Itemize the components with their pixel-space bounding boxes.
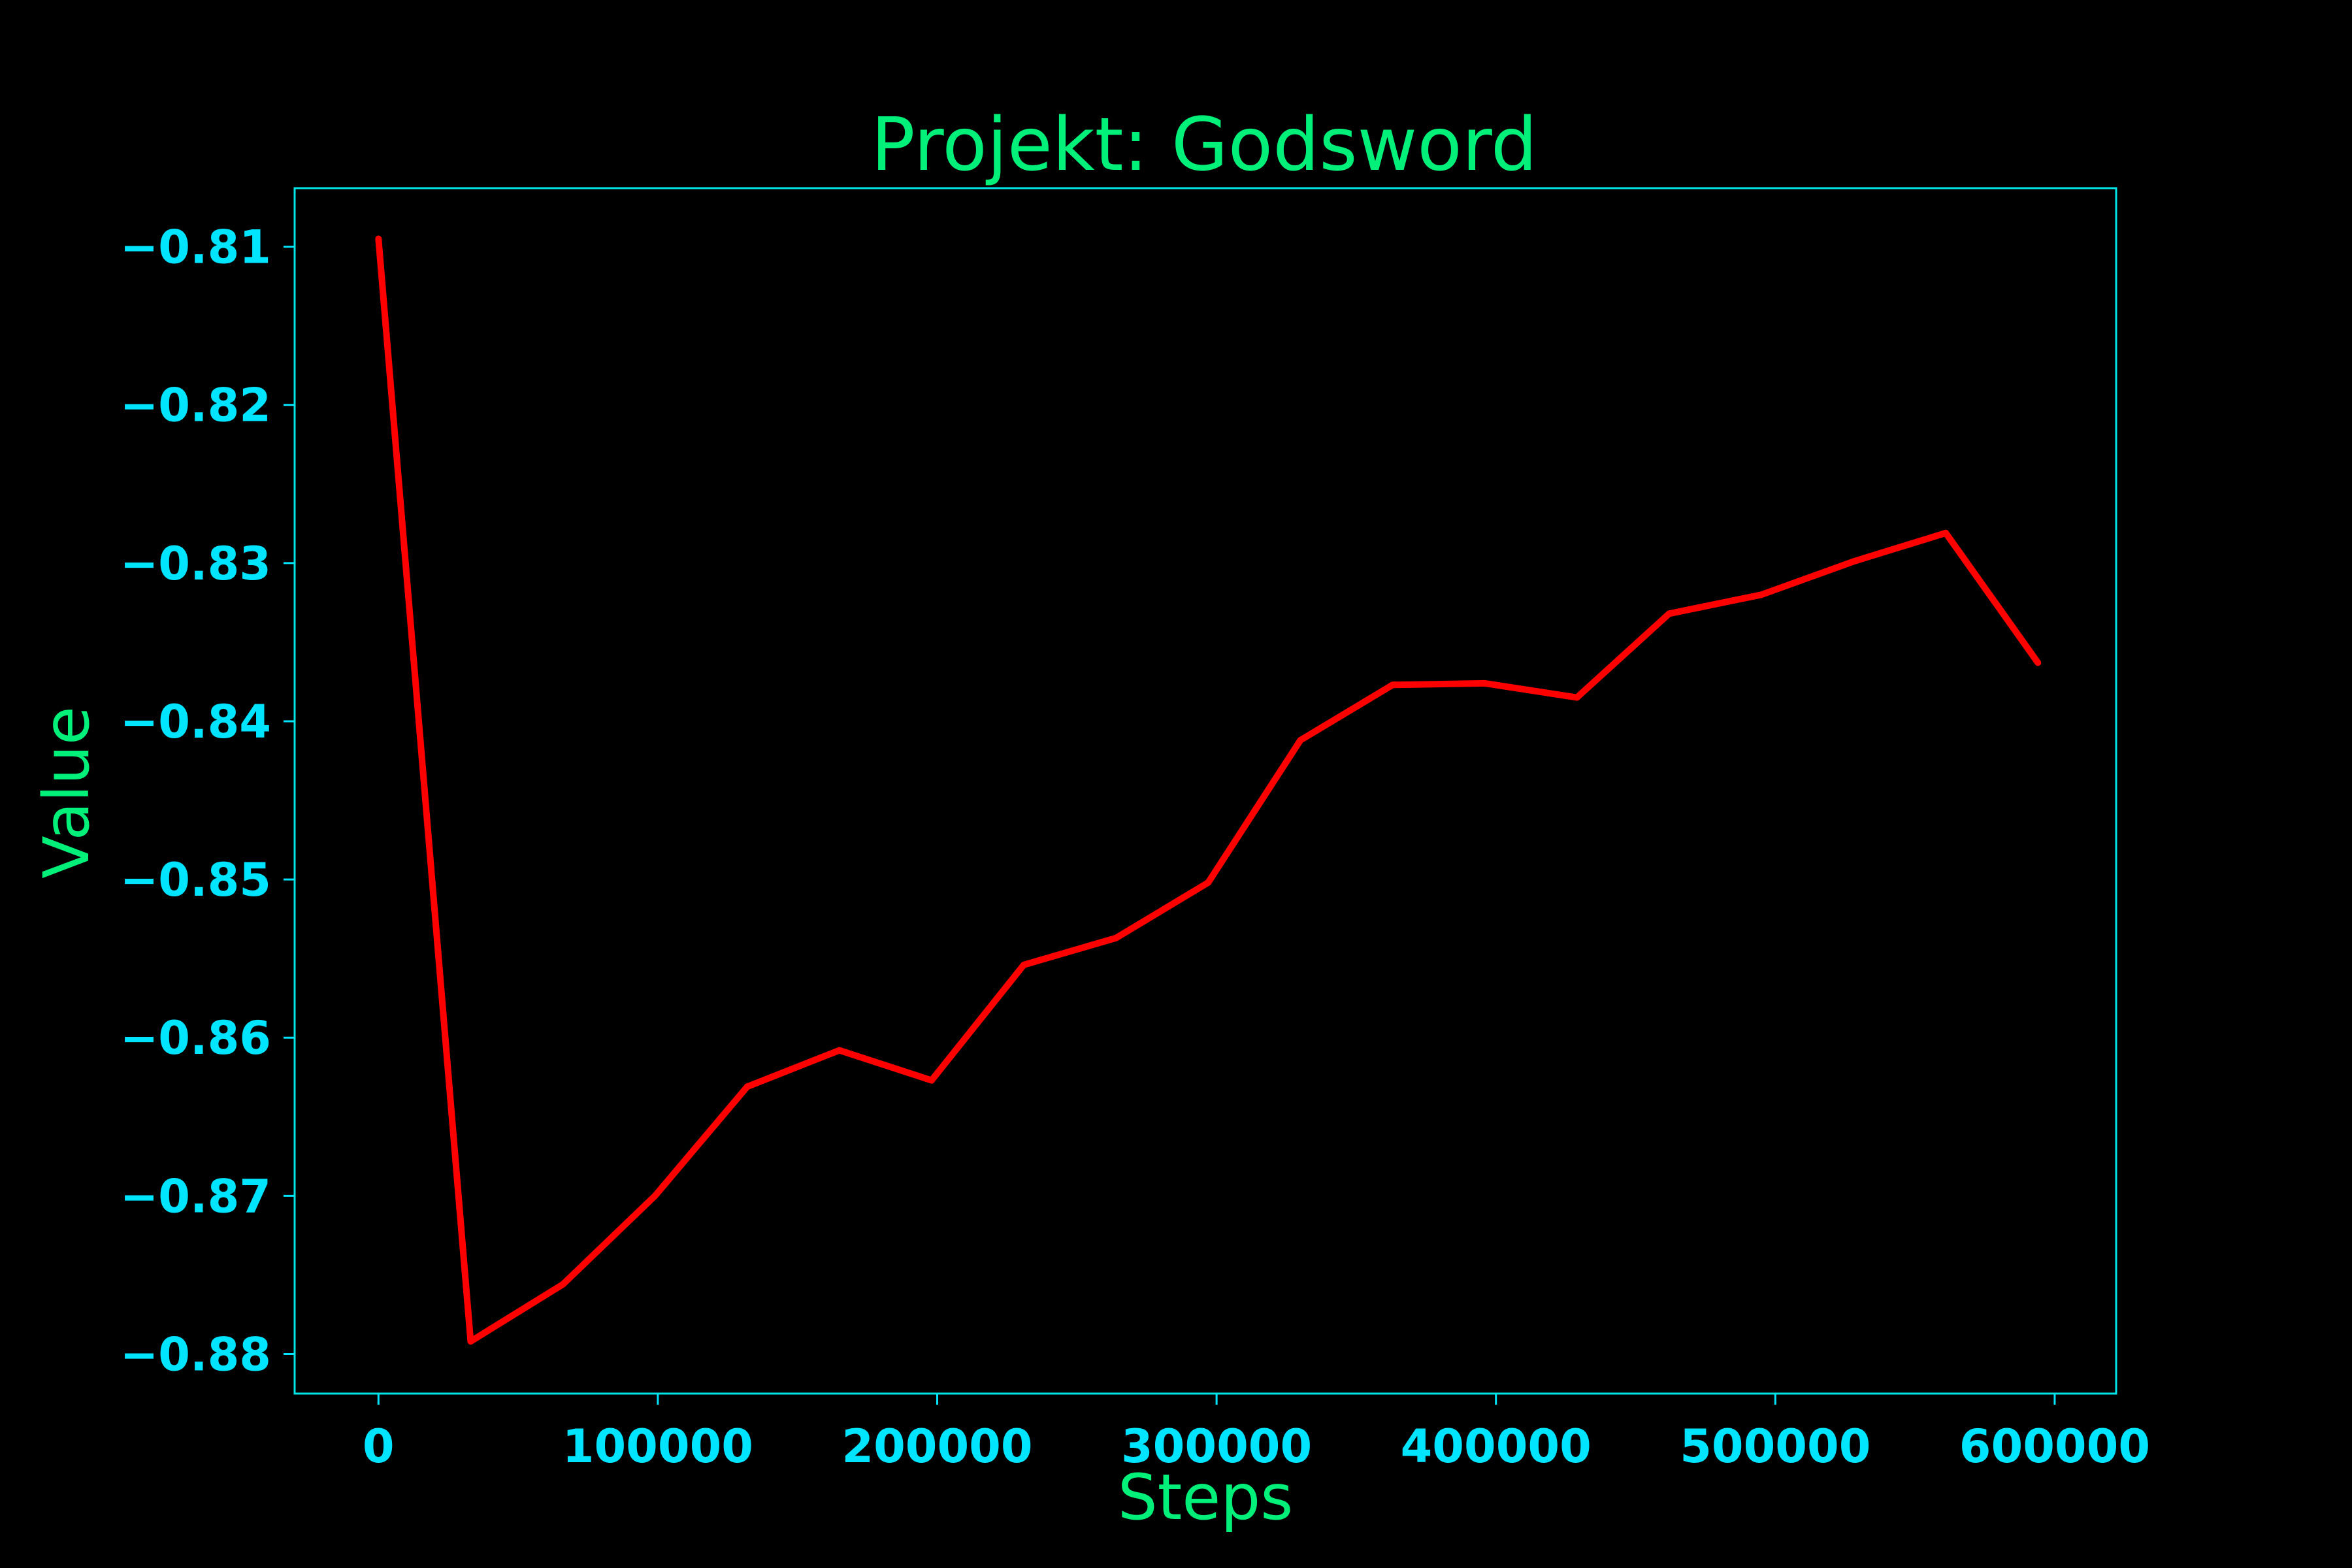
ticks-layer: 0 100000 200000 300000 400000 500000 600000 −0.…	[120, 221, 2150, 1473]
data-point	[836, 1047, 843, 1054]
x-tick-label: 0	[363, 1420, 395, 1473]
data-point	[1481, 679, 1488, 687]
data-point	[1665, 610, 1673, 617]
y-tick-label: −0.82	[120, 379, 271, 433]
data-point	[1205, 879, 1212, 886]
chart-title: Projekt: Godsword	[871, 103, 1537, 188]
x-tick-label: 100000	[563, 1420, 753, 1473]
plot-frame	[293, 187, 2117, 1395]
x-tick-label: 500000	[1680, 1420, 1870, 1473]
x-axis-label: Steps	[1118, 1461, 1294, 1534]
data-point	[1757, 591, 1765, 598]
data-point	[467, 1338, 474, 1345]
x-tick-label: 400000	[1401, 1420, 1592, 1473]
y-tick-label: −0.87	[120, 1169, 271, 1223]
data-point	[1573, 694, 1580, 701]
data-point	[1850, 558, 1857, 565]
data-point	[1021, 961, 1028, 968]
y-tick-label: −0.88	[120, 1328, 271, 1381]
y-tick-label: −0.85	[120, 853, 271, 907]
data-point	[2034, 659, 2042, 666]
data-point	[559, 1281, 566, 1288]
y-tick-label: −0.81	[120, 221, 271, 274]
series-layer	[375, 235, 2042, 1345]
data-point	[1113, 934, 1120, 941]
y-axis-label: Value	[30, 706, 103, 879]
data-point	[651, 1192, 659, 1200]
data-point	[928, 1077, 935, 1084]
data-point	[375, 235, 382, 242]
data-point	[1389, 681, 1396, 689]
data-point	[1297, 737, 1304, 743]
x-tick-label: 200000	[841, 1420, 1032, 1473]
y-tick-label: −0.83	[120, 537, 271, 591]
y-tick-label: −0.84	[120, 695, 271, 749]
data-point	[743, 1083, 751, 1090]
data-point	[1942, 529, 1950, 536]
x-tick-label: 300000	[1121, 1420, 1312, 1473]
x-tick-label: 600000	[1959, 1420, 2150, 1473]
y-tick-label: −0.86	[120, 1011, 271, 1065]
